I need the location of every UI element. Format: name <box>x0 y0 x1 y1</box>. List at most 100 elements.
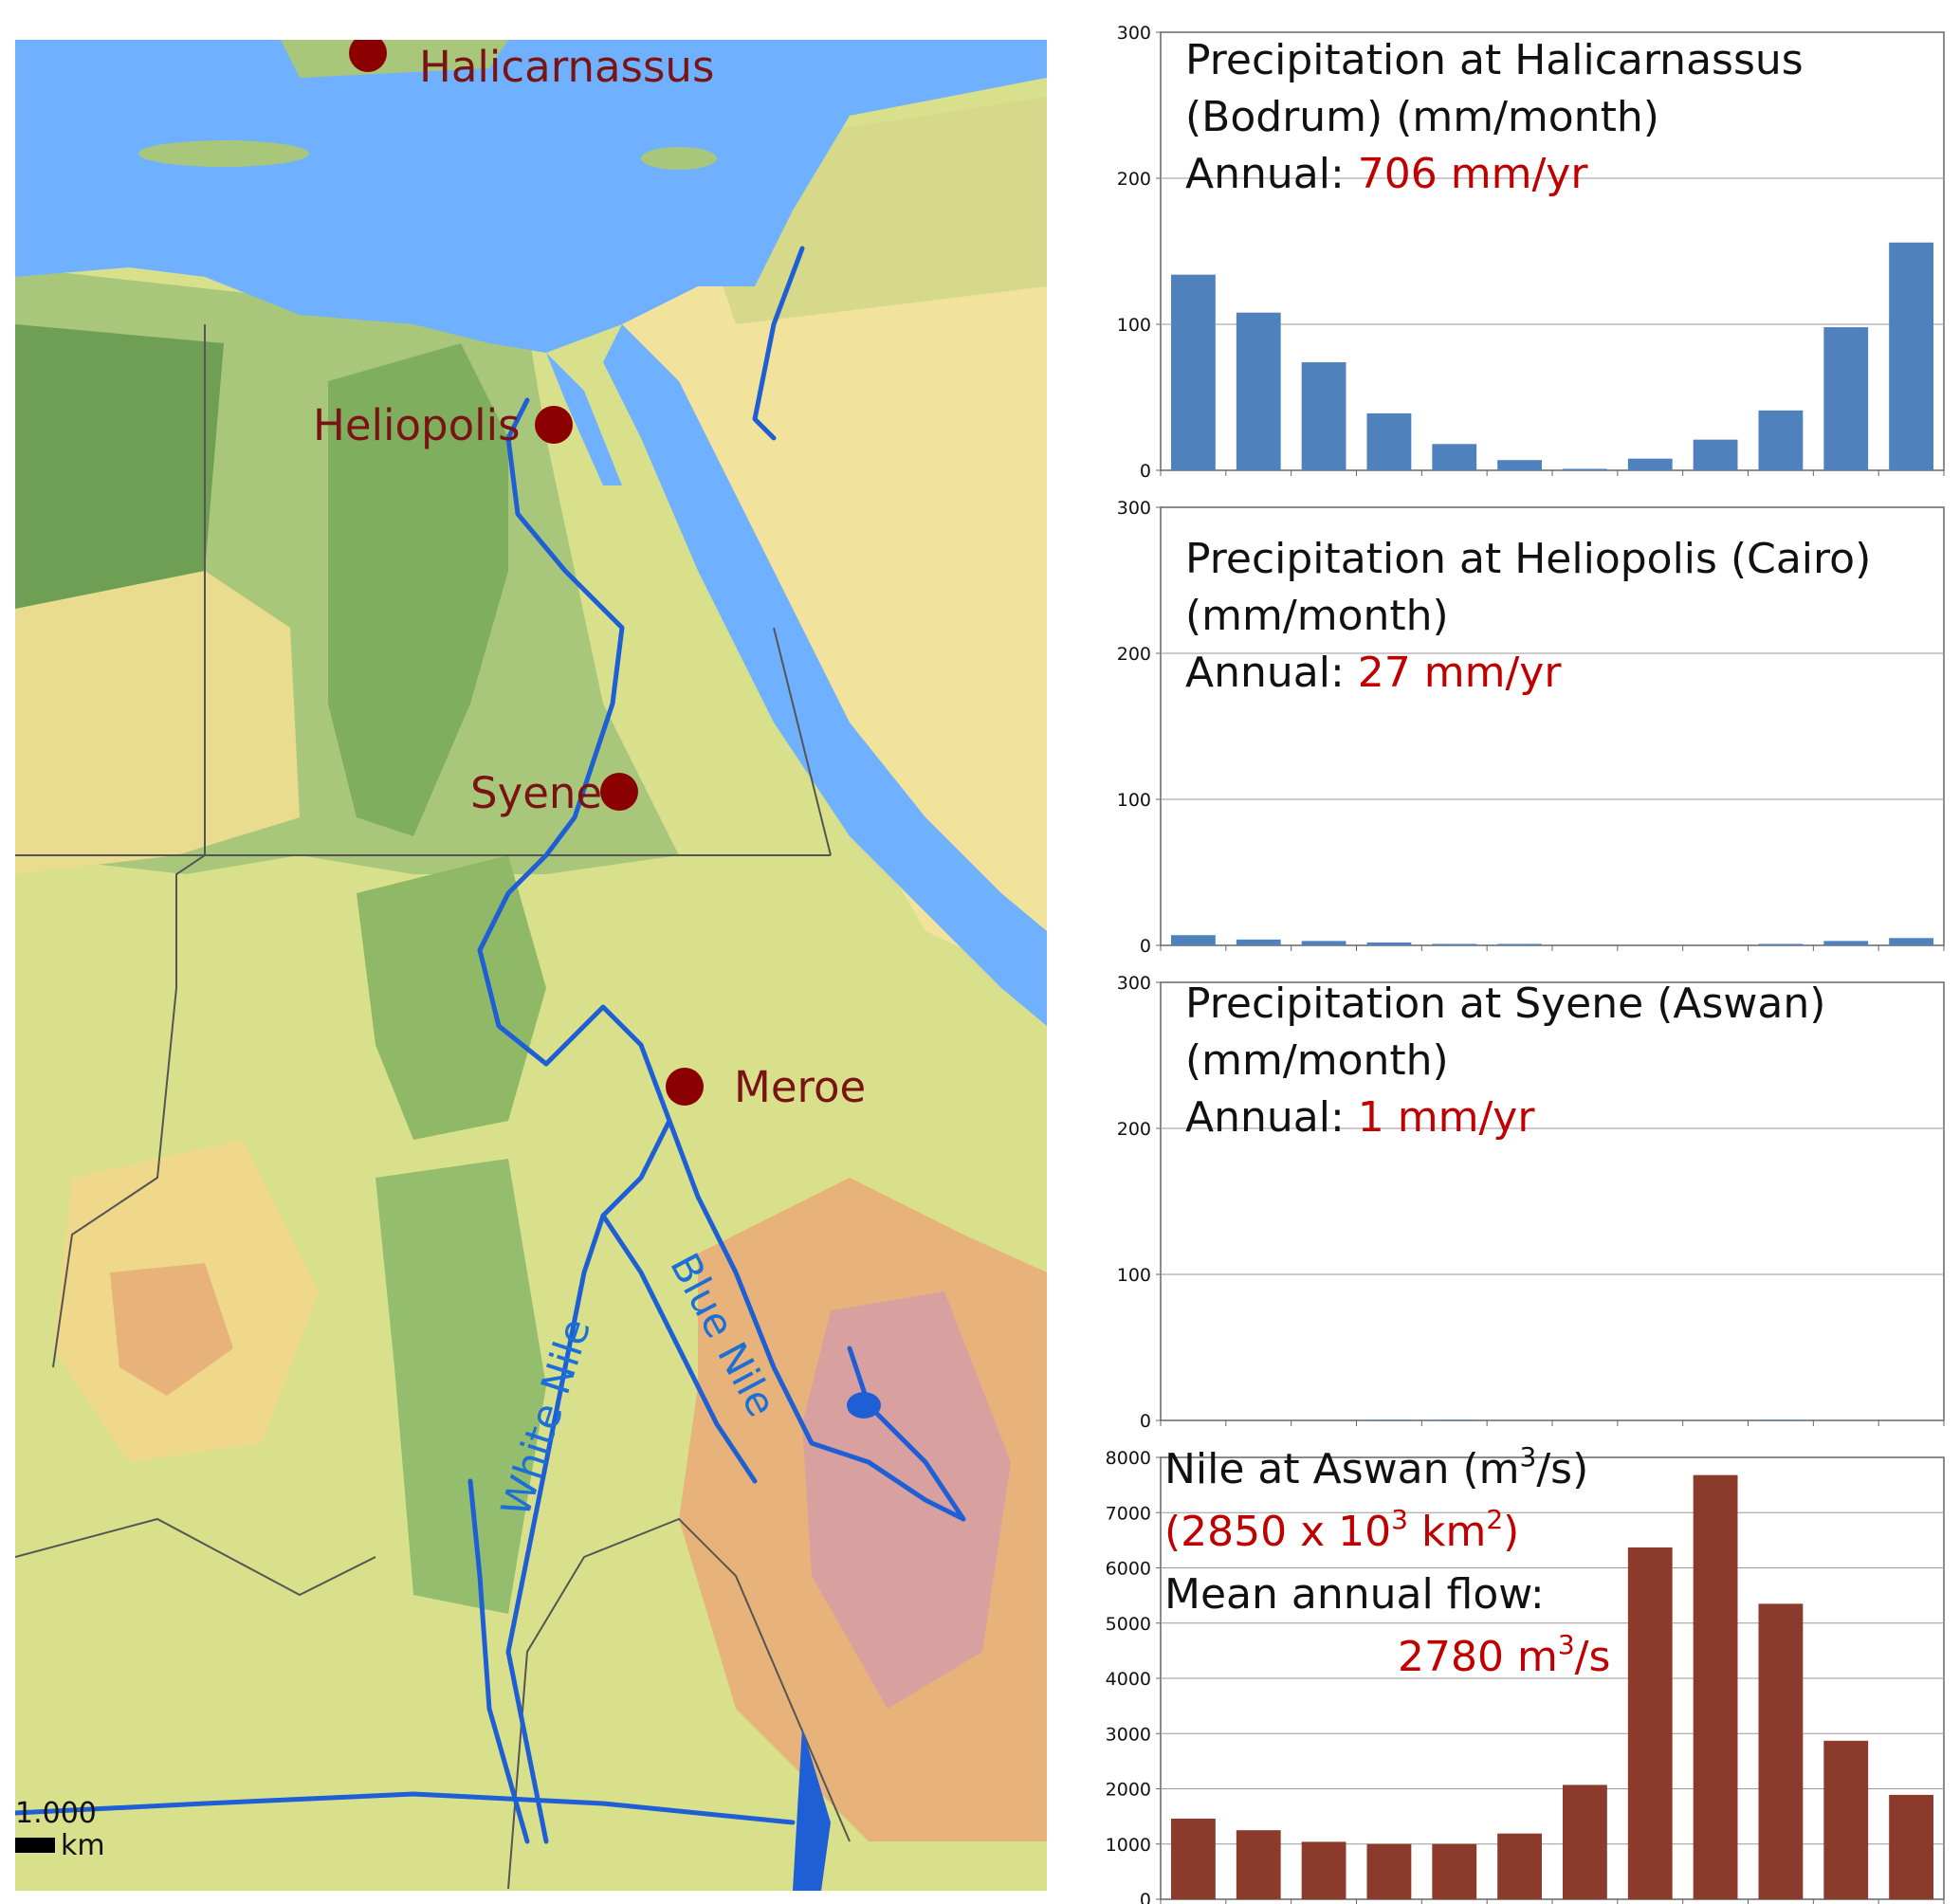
bar-month-2 <box>1236 312 1281 470</box>
place-syene-label: Syene <box>470 768 602 818</box>
area-base: (2850 x 10 <box>1164 1508 1391 1556</box>
bar-month-3 <box>1301 362 1346 470</box>
area-mid: km <box>1408 1508 1486 1556</box>
bar-month-1 <box>1171 1818 1216 1899</box>
bar-month-10 <box>1758 943 1804 945</box>
bar-month-2 <box>1236 939 1281 945</box>
bar-month-4 <box>1366 1419 1412 1420</box>
annual-prefix: Annual: <box>1185 150 1358 198</box>
y-tick-label: 200 <box>1117 169 1151 190</box>
chart-title-line-2: (Bodrum) (mm/month) <box>1185 93 1659 141</box>
y-tick-label: 4000 <box>1106 1669 1151 1690</box>
map-lake-tana <box>847 1392 881 1419</box>
relief-map: Halicarnassus Heliopolis Syene Meroe Whi… <box>15 40 1047 1891</box>
chart-halicarnassus: 0 100 200 300 Precipitation at Halicarnassu… <box>1043 13 1960 482</box>
y-tick-label: 200 <box>1117 644 1151 665</box>
mean-value-end: /s <box>1575 1633 1611 1681</box>
bar-month-11 <box>1823 1740 1869 1899</box>
place-halicarnassus-dot <box>349 40 387 72</box>
bar-month-11 <box>1823 327 1869 470</box>
bar-month-12 <box>1889 1794 1933 1899</box>
map-lake-turkana <box>793 1728 831 1891</box>
bar-month-3 <box>1301 1841 1346 1899</box>
y-axis: 0 100 200 300 <box>1117 23 1945 482</box>
bars <box>1171 242 1933 470</box>
annual-prefix: Annual: <box>1185 1093 1358 1142</box>
chart-title-line-2: (mm/month) <box>1185 1036 1449 1085</box>
chart-title: Nile at Aswan (m3/s) <box>1164 1441 1588 1493</box>
bar-month-10 <box>1758 1419 1804 1420</box>
chart-heliopolis-svg: 0 100 200 300 Precipitation at Heliopolis (… <box>1117 498 1945 957</box>
place-meroe: Meroe <box>666 1062 866 1112</box>
mean-flow-value: 2780 m3/s <box>1398 1629 1610 1681</box>
map-rivers <box>15 246 966 1844</box>
annual-value: 1 mm/yr <box>1358 1093 1536 1142</box>
bar-month-4 <box>1366 1843 1412 1899</box>
chart-title-line-1: Precipitation at Halicarnassus <box>1185 36 1804 84</box>
scale-bar: 1.000 km <box>15 1797 105 1862</box>
place-syene-dot <box>600 773 638 811</box>
place-heliopolis-label: Heliopolis <box>313 400 521 450</box>
bars <box>1171 935 1933 945</box>
title-base: Nile at Aswan (m <box>1164 1445 1520 1493</box>
bar-month-5 <box>1432 444 1477 470</box>
mean-value-sup: 3 <box>1558 1629 1575 1660</box>
y-tick-label: 100 <box>1117 1265 1151 1286</box>
place-meroe-label: Meroe <box>734 1062 866 1112</box>
mean-value-base: 2780 m <box>1398 1633 1558 1681</box>
map-nubia <box>357 855 546 1140</box>
y-tick-label: 6000 <box>1106 1559 1151 1580</box>
map-depression <box>15 324 224 609</box>
y-tick-label: 100 <box>1117 315 1151 336</box>
bar-month-8 <box>1627 458 1673 470</box>
map-nile-valley <box>328 343 508 836</box>
annual-value: 27 mm/yr <box>1358 649 1563 697</box>
y-tick-label: 300 <box>1117 498 1151 519</box>
chart-heliopolis: 0 100 200 300 Precipitation at Heliopolis (… <box>1043 488 1960 957</box>
map-red-sea <box>603 324 1047 1026</box>
annual-value: 706 mm/yr <box>1358 150 1589 198</box>
bar-month-5 <box>1432 943 1477 945</box>
y-tick-label: 5000 <box>1106 1614 1151 1635</box>
map-cyprus <box>641 147 717 170</box>
y-axis: 0 100 200 300 <box>1117 498 1945 957</box>
bars <box>1171 1474 1933 1899</box>
bar-month-9 <box>1693 439 1738 470</box>
bar-month-4 <box>1366 412 1412 470</box>
place-syene: Syene <box>470 768 638 818</box>
mean-flow-label: Mean annual flow: <box>1164 1570 1545 1619</box>
map-jebel-marra <box>110 1263 233 1396</box>
y-axis: 0 1000 2000 3000 4000 5000 6000 7000 8000 <box>1106 1448 1945 1904</box>
y-tick-label: 0 <box>1140 936 1151 957</box>
bar-month-10 <box>1758 1603 1804 1899</box>
bar-month-5 <box>1432 1419 1477 1420</box>
map-sudd <box>376 1159 546 1614</box>
bar-month-1 <box>1171 935 1216 945</box>
place-heliopolis: Heliopolis <box>313 400 573 450</box>
map-arabia <box>603 173 1047 988</box>
bar-month-12 <box>1889 242 1933 470</box>
bar-month-7 <box>1563 1785 1607 1899</box>
bar-month-3 <box>1301 941 1346 945</box>
relief-map-svg: Halicarnassus Heliopolis Syene Meroe Whi… <box>15 40 1047 1891</box>
scale-unit: km <box>61 1829 105 1862</box>
y-tick-label: 2000 <box>1106 1780 1151 1801</box>
y-axis: 0 100 200 300 <box>1117 973 1945 1432</box>
y-tick-label: 0 <box>1140 1411 1151 1432</box>
place-halicarnassus-label: Halicarnassus <box>419 42 714 92</box>
bar-month-7 <box>1563 468 1607 470</box>
annual-total: Annual: 706 mm/yr <box>1185 150 1588 198</box>
bar-month-2 <box>1236 1830 1281 1899</box>
bar-month-8 <box>1627 1547 1673 1899</box>
bar-month-12 <box>1889 938 1933 945</box>
scale-bar-rect <box>15 1838 55 1853</box>
annual-total: Annual: 1 mm/yr <box>1185 1093 1535 1142</box>
place-meroe-dot <box>666 1068 704 1106</box>
chart-nile-aswan-svg: 0 1000 2000 3000 4000 5000 6000 7000 8000 Nile a… <box>1106 1441 1945 1904</box>
chart-title-line-2: (mm/month) <box>1185 592 1449 640</box>
place-halicarnassus: Halicarnassus <box>349 40 714 92</box>
map-crete <box>138 140 309 167</box>
title-sup: 3 <box>1520 1441 1537 1473</box>
scale-value: 1.000 <box>15 1797 97 1830</box>
map-desert-west <box>15 552 300 874</box>
